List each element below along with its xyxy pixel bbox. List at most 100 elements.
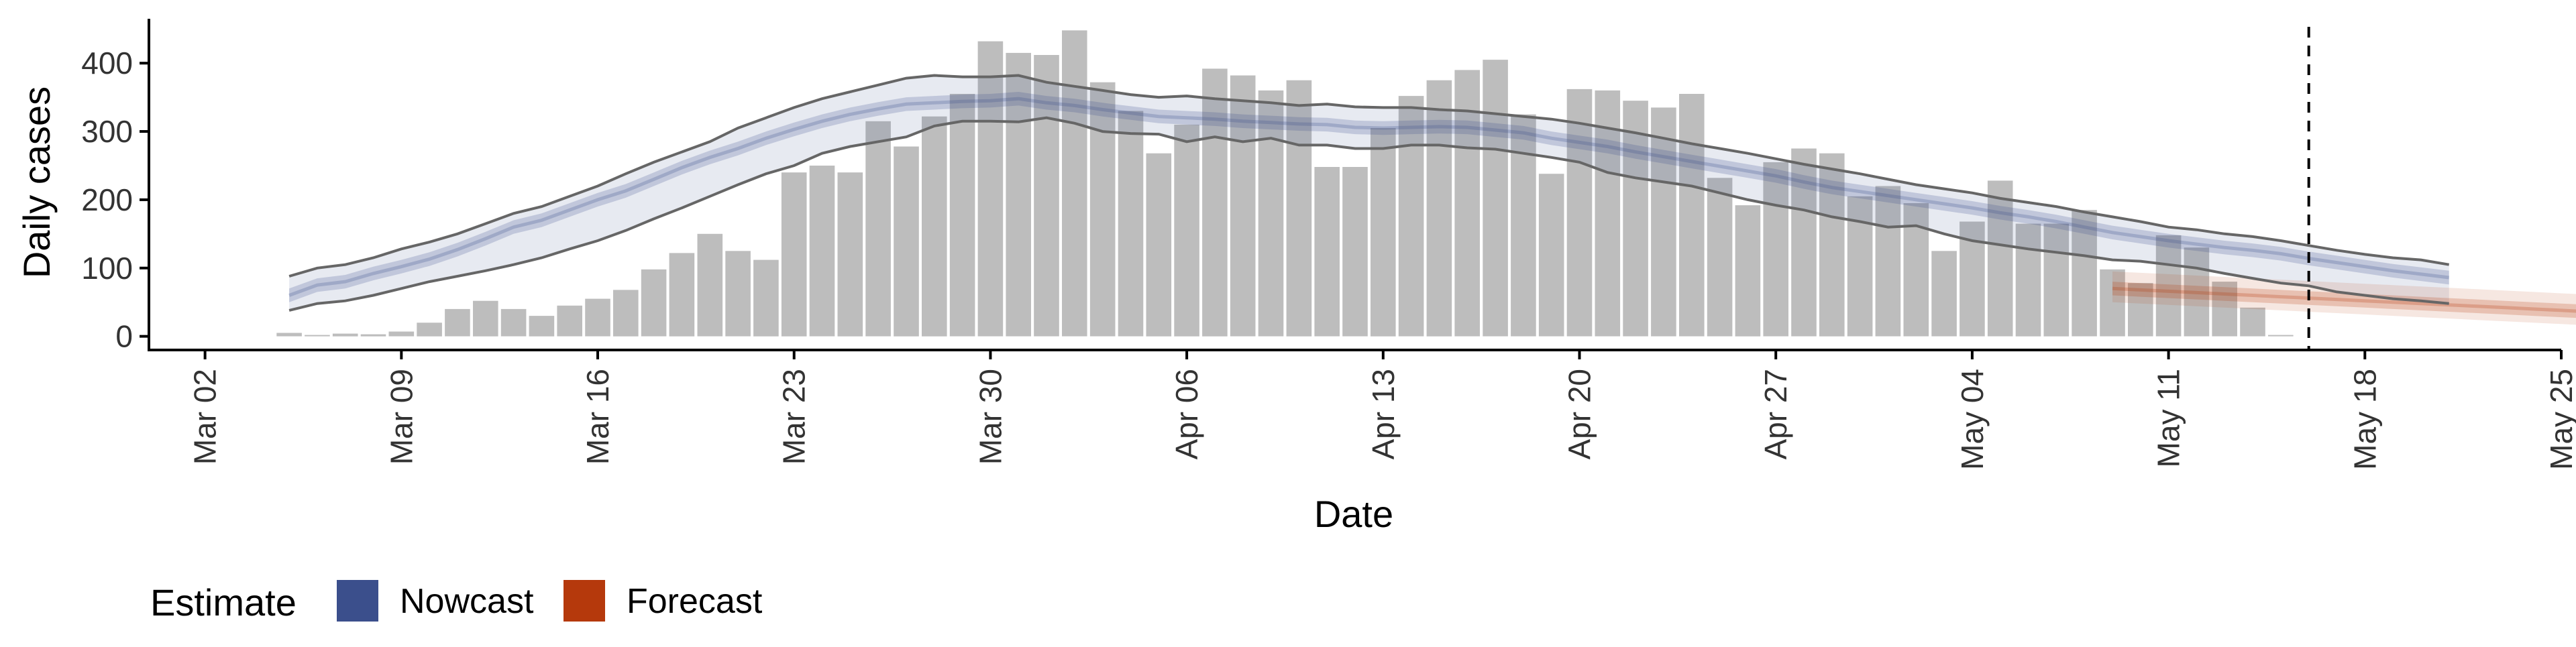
bar	[1875, 186, 1901, 337]
bar	[2155, 235, 2182, 337]
bar	[1483, 60, 1508, 337]
bar	[865, 121, 891, 337]
bar	[922, 116, 947, 337]
x-tick-label: Apr 06	[1169, 369, 1204, 460]
bar	[725, 251, 751, 337]
legend-swatch-forecast	[564, 580, 605, 622]
y-tick-label: 200	[81, 182, 133, 217]
nowcast-outer-upper-line	[288, 74, 2450, 278]
bar	[894, 146, 919, 337]
bar	[1707, 178, 1733, 337]
bar	[809, 166, 835, 337]
bar	[585, 298, 610, 337]
bar	[669, 253, 695, 337]
bar	[781, 172, 807, 337]
x-tick-label: Apr 20	[1562, 369, 1597, 460]
bar	[2015, 223, 2041, 337]
bar	[1314, 167, 1340, 337]
bar	[500, 308, 527, 337]
bar	[1791, 148, 1817, 337]
y-axis-title: Daily cases	[15, 86, 58, 278]
legend-label-nowcast: Nowcast	[400, 582, 534, 621]
bar	[557, 305, 582, 337]
bar	[1651, 107, 1676, 337]
bar	[1538, 174, 1564, 337]
bar	[1006, 52, 1031, 337]
bar	[1230, 75, 1256, 337]
bar	[1371, 128, 1396, 337]
bar	[1454, 70, 1480, 337]
bar	[1286, 80, 1312, 337]
bar	[445, 308, 470, 337]
bar	[305, 335, 330, 337]
bar	[1426, 80, 1452, 337]
axes	[148, 19, 2561, 351]
estimate-bands	[288, 75, 2576, 325]
x-tick-label: May 25	[2544, 369, 2576, 470]
x-tick-label: Mar 09	[384, 369, 419, 465]
bar	[613, 290, 639, 337]
nowcast-outer-lower-line	[288, 116, 2449, 312]
nowcast-outline	[288, 74, 2450, 312]
x-tick-label: May 18	[2347, 369, 2382, 470]
forecast-inner-band	[2112, 282, 2576, 318]
x-tick-label: Apr 13	[1366, 369, 1401, 460]
legend: Estimate Nowcast Forecast	[150, 580, 763, 624]
x-tick-label: Mar 02	[188, 369, 223, 465]
bar	[697, 233, 723, 337]
bar	[2268, 335, 2294, 337]
bar	[1398, 96, 1424, 337]
bar	[2240, 307, 2265, 337]
y-tick-label: 0	[115, 319, 133, 354]
legend-label-forecast: Forecast	[627, 582, 763, 621]
bar	[2043, 223, 2070, 337]
bar	[1987, 180, 2013, 337]
nowcast-inner-band	[289, 92, 2449, 302]
x-tick-label: May 11	[2151, 369, 2186, 467]
bar	[1931, 251, 1957, 337]
bar	[2128, 283, 2153, 337]
bar	[1258, 90, 1284, 337]
y-axis-ticks: 0 100 200 300 400	[81, 46, 149, 354]
bar	[2100, 269, 2125, 337]
legend-swatch-nowcast	[337, 580, 378, 622]
x-tick-label: May 04	[1955, 369, 1990, 470]
bar	[837, 172, 863, 337]
bar	[1118, 111, 1144, 337]
bar	[1566, 89, 1593, 337]
bar	[276, 333, 302, 337]
bar	[1174, 124, 1199, 337]
bar	[977, 41, 1004, 337]
legend-title: Estimate	[150, 581, 297, 624]
nowcast-outer-band	[289, 75, 2449, 310]
y-tick-label: 300	[81, 114, 133, 149]
x-axis-title: Date	[1314, 493, 1393, 535]
y-tick-label: 400	[81, 46, 133, 80]
bar	[1623, 101, 1648, 337]
bar	[529, 316, 555, 337]
bar	[1202, 68, 1228, 337]
observed-bars	[276, 30, 2294, 337]
bar	[1342, 167, 1368, 337]
x-axis-ticks: Mar 02 Mar 09 Mar 16 Mar 23 Mar 30 Apr 06 Apr …	[188, 350, 2576, 470]
bar	[1819, 153, 1845, 337]
bar	[417, 322, 442, 337]
bar	[2072, 210, 2097, 337]
x-tick-label: Mar 16	[580, 369, 615, 465]
bar	[949, 94, 975, 337]
forecast-outer-band	[2112, 271, 2576, 325]
bar	[1089, 82, 1116, 337]
bar	[1146, 153, 1172, 337]
nowcast-median-line	[288, 97, 2450, 297]
bar	[473, 300, 498, 337]
bar	[1595, 90, 1621, 337]
bar	[1763, 162, 1788, 337]
bar	[388, 331, 415, 337]
x-tick-label: Mar 23	[777, 369, 812, 465]
bar	[1679, 94, 1705, 337]
x-tick-label: Mar 30	[973, 369, 1008, 465]
forecast-median-line	[2112, 286, 2576, 313]
bar	[1062, 30, 1087, 337]
